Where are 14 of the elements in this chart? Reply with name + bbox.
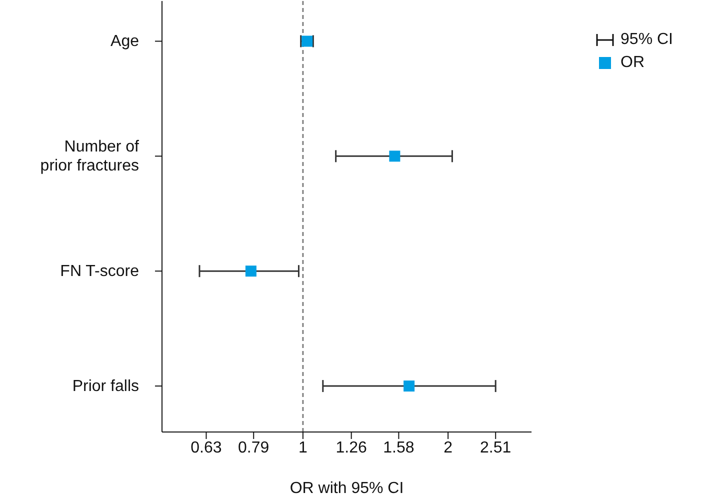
x-tick-label: 1 [298, 439, 308, 456]
x-tick-label: 1.58 [383, 439, 414, 456]
y-tick-label: Number of prior fractures [40, 138, 140, 174]
x-tick-label: 2 [444, 439, 453, 456]
y-tick-label: Age [110, 32, 140, 50]
x-tick-label: 0.79 [238, 439, 270, 456]
x-axis-title: OR with 95% CI [290, 480, 404, 497]
y-tick-label: FN T-score [60, 262, 140, 280]
legend-label: OR [620, 53, 645, 73]
x-tick-label: 0.63 [190, 439, 222, 456]
x-tick-label: 1.26 [336, 439, 368, 456]
x-tick-label: 2.51 [480, 439, 512, 456]
text: 95% CI [620, 30, 673, 50]
y-tick-label: Prior falls [72, 378, 139, 395]
